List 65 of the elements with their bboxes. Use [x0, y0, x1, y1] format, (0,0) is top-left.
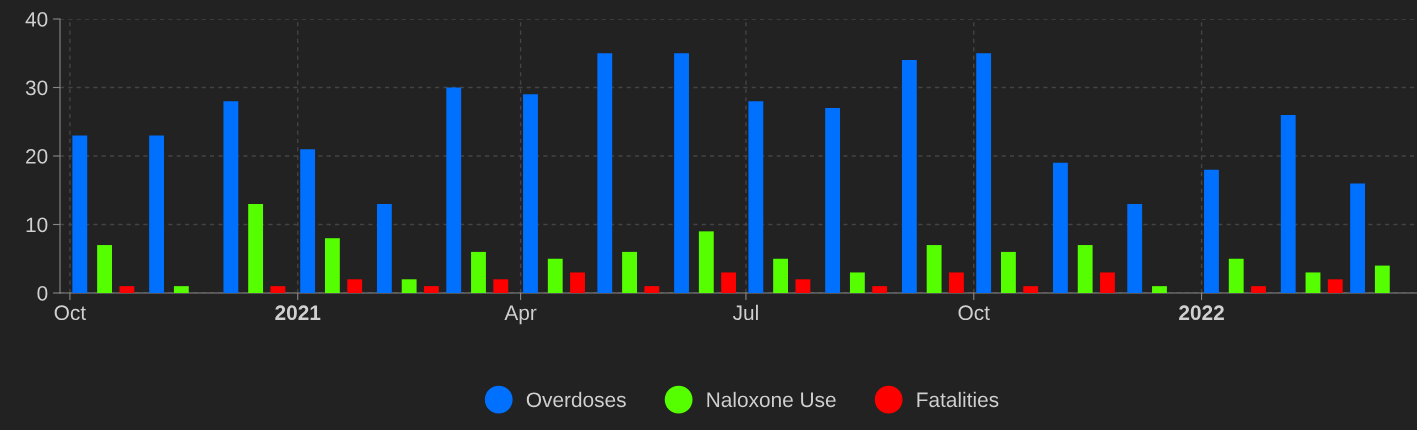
bar	[773, 258, 789, 293]
bar	[248, 203, 264, 293]
bar	[97, 245, 112, 293]
y-tick-label: 20	[26, 149, 48, 164]
bar	[597, 53, 613, 293]
bar	[1152, 286, 1167, 293]
bar	[376, 203, 392, 293]
bar	[644, 286, 660, 293]
bar	[721, 272, 737, 293]
bar	[1052, 162, 1068, 293]
bar	[976, 53, 992, 293]
x-tick-label: Oct	[958, 305, 990, 321]
bar	[1305, 272, 1321, 293]
bar	[72, 135, 88, 293]
bar	[446, 87, 462, 293]
bar	[948, 272, 964, 293]
bar	[347, 279, 363, 293]
bar	[872, 286, 888, 293]
bar	[493, 279, 509, 293]
bar	[1100, 272, 1115, 293]
bar	[674, 53, 689, 293]
bar	[1350, 183, 1365, 293]
bar	[173, 286, 189, 293]
bar	[698, 231, 714, 293]
bar	[149, 135, 164, 293]
bar	[570, 272, 585, 293]
y-tick-label: 0	[37, 286, 48, 301]
bar	[270, 286, 286, 293]
bar	[1280, 114, 1296, 293]
bar	[523, 94, 538, 293]
x-tick-label: Apr	[504, 305, 537, 325]
bar	[119, 286, 135, 293]
bar	[825, 108, 841, 293]
bar	[471, 251, 486, 293]
legend-label: Naloxone Use	[707, 391, 836, 408]
x-tick-label: Oct	[54, 305, 86, 321]
x-tick-label: 2021	[275, 305, 321, 321]
bar	[901, 60, 917, 293]
bar	[1000, 251, 1016, 293]
bar	[424, 286, 439, 293]
bar	[1077, 245, 1093, 293]
legend-label: Overdoses	[526, 391, 626, 408]
y-tick-label: 40	[25, 12, 48, 27]
bar	[926, 245, 942, 293]
bar	[1204, 169, 1219, 293]
bar	[1127, 203, 1143, 293]
x-tick-label: Jul	[732, 304, 758, 321]
y-tick-label: 30	[25, 80, 48, 96]
bar	[1023, 286, 1039, 293]
bar	[849, 272, 865, 293]
bar	[622, 251, 637, 293]
bar	[748, 101, 764, 293]
bar	[1228, 258, 1244, 293]
bar	[1251, 286, 1266, 293]
bar	[1374, 265, 1390, 293]
bar	[223, 101, 239, 293]
y-tick-label: 10	[26, 217, 48, 233]
bar	[795, 279, 811, 293]
legend-label: Fatalities	[917, 391, 999, 408]
x-tick-label: 2022	[1179, 305, 1224, 321]
bar	[324, 238, 340, 293]
bar	[547, 258, 563, 293]
bar	[300, 149, 316, 293]
bar	[1327, 279, 1343, 293]
bar	[401, 279, 417, 293]
